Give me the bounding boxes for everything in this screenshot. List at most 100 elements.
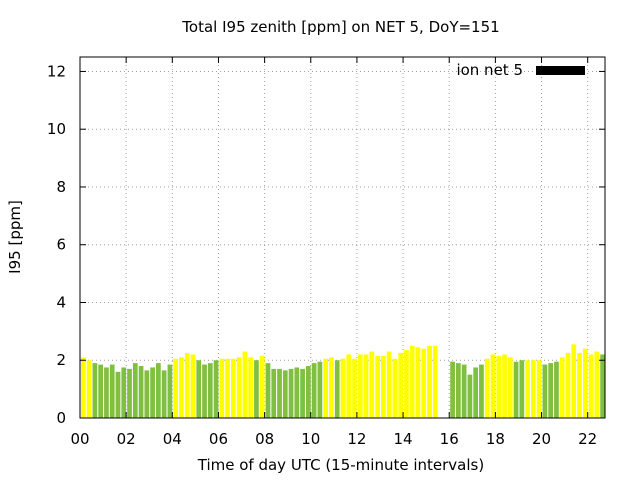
bar	[352, 358, 357, 418]
bar	[277, 368, 282, 418]
bar	[282, 370, 288, 418]
bar	[392, 358, 398, 418]
bar	[86, 360, 92, 418]
bar	[156, 363, 161, 418]
bar	[496, 355, 502, 418]
bar	[300, 368, 305, 418]
bar	[473, 367, 479, 418]
bar	[248, 357, 254, 418]
x-tick-label: 18	[486, 430, 505, 448]
bar	[115, 371, 121, 418]
bar	[346, 354, 352, 418]
bar	[565, 353, 571, 418]
x-tick-label: 12	[347, 430, 366, 448]
chart-title: Total I95 zenith [ppm] on NET 5, DoY=151	[181, 18, 499, 36]
bar	[369, 351, 375, 418]
x-tick-label: 02	[117, 430, 136, 448]
bar	[450, 361, 455, 418]
bar	[150, 367, 155, 418]
bar	[456, 363, 461, 418]
bar	[334, 360, 340, 418]
bar	[479, 364, 484, 418]
x-axis-label: Time of day UTC (15-minute intervals)	[197, 456, 484, 474]
bar	[421, 348, 427, 418]
bar	[386, 351, 392, 418]
y-axis-ticks: 0 2 4 6 8 10 12	[47, 62, 605, 427]
bar	[536, 360, 542, 418]
bar	[548, 363, 554, 418]
bar	[196, 360, 202, 418]
y-tick-label: 2	[56, 351, 66, 369]
y-tick-label: 0	[56, 409, 66, 427]
x-tick-label: 10	[301, 430, 320, 448]
bar	[363, 354, 369, 418]
y-tick-label: 4	[56, 293, 66, 311]
bar	[559, 357, 565, 418]
bar	[184, 353, 190, 418]
bar	[306, 366, 311, 418]
bar	[179, 357, 184, 418]
bar	[415, 347, 421, 418]
bar	[311, 363, 317, 418]
x-tick-label: 08	[255, 430, 274, 448]
bar	[207, 363, 213, 418]
bar	[467, 374, 473, 418]
bar	[190, 354, 196, 418]
legend-label: ion net 5	[456, 61, 523, 79]
bar	[138, 366, 144, 418]
bar	[577, 353, 582, 418]
bar	[173, 358, 179, 418]
bar	[427, 345, 432, 418]
bar	[127, 368, 132, 418]
bar	[132, 363, 138, 418]
x-tick-label: 14	[394, 430, 413, 448]
bar	[525, 360, 530, 418]
bar	[104, 367, 109, 418]
legend-swatch	[536, 66, 585, 75]
bar	[571, 344, 577, 418]
bar	[271, 368, 277, 418]
bar	[432, 345, 438, 418]
bar	[254, 360, 259, 418]
bar	[513, 361, 519, 418]
y-tick-label: 6	[56, 236, 66, 254]
bar	[213, 360, 219, 418]
bar	[600, 354, 605, 418]
bar	[242, 351, 248, 418]
y-tick-label: 10	[47, 120, 66, 138]
bar	[461, 364, 467, 418]
y-tick-label: 12	[47, 62, 66, 80]
bar	[594, 351, 600, 418]
bar	[490, 354, 496, 418]
x-tick-label: 22	[578, 430, 597, 448]
x-tick-label: 04	[163, 430, 182, 448]
bar	[294, 367, 300, 418]
bar	[92, 363, 98, 418]
bar	[109, 364, 115, 418]
bar	[329, 357, 334, 418]
bar	[340, 358, 346, 418]
bar	[502, 354, 507, 418]
bar	[231, 358, 236, 418]
bars	[81, 344, 605, 418]
x-tick-label: 16	[440, 430, 459, 448]
bar	[167, 364, 173, 418]
bar	[219, 358, 225, 418]
y-axis-label: I95 [ppm]	[6, 200, 24, 274]
bar	[121, 367, 127, 418]
plot-frame	[79, 56, 606, 419]
bar	[259, 355, 265, 418]
bar	[375, 355, 380, 418]
x-tick-label: 06	[209, 430, 228, 448]
bar	[357, 354, 363, 418]
bar	[507, 357, 513, 418]
x-axis-ticks: 00 02 04 06 08 10 12 14 16 18 20 22	[70, 57, 597, 448]
grid	[79, 57, 605, 419]
bar	[519, 360, 525, 418]
bar	[582, 348, 588, 418]
bar	[588, 354, 594, 418]
bar	[161, 370, 167, 418]
bar	[265, 363, 271, 418]
legend: ion net 5	[456, 61, 585, 79]
